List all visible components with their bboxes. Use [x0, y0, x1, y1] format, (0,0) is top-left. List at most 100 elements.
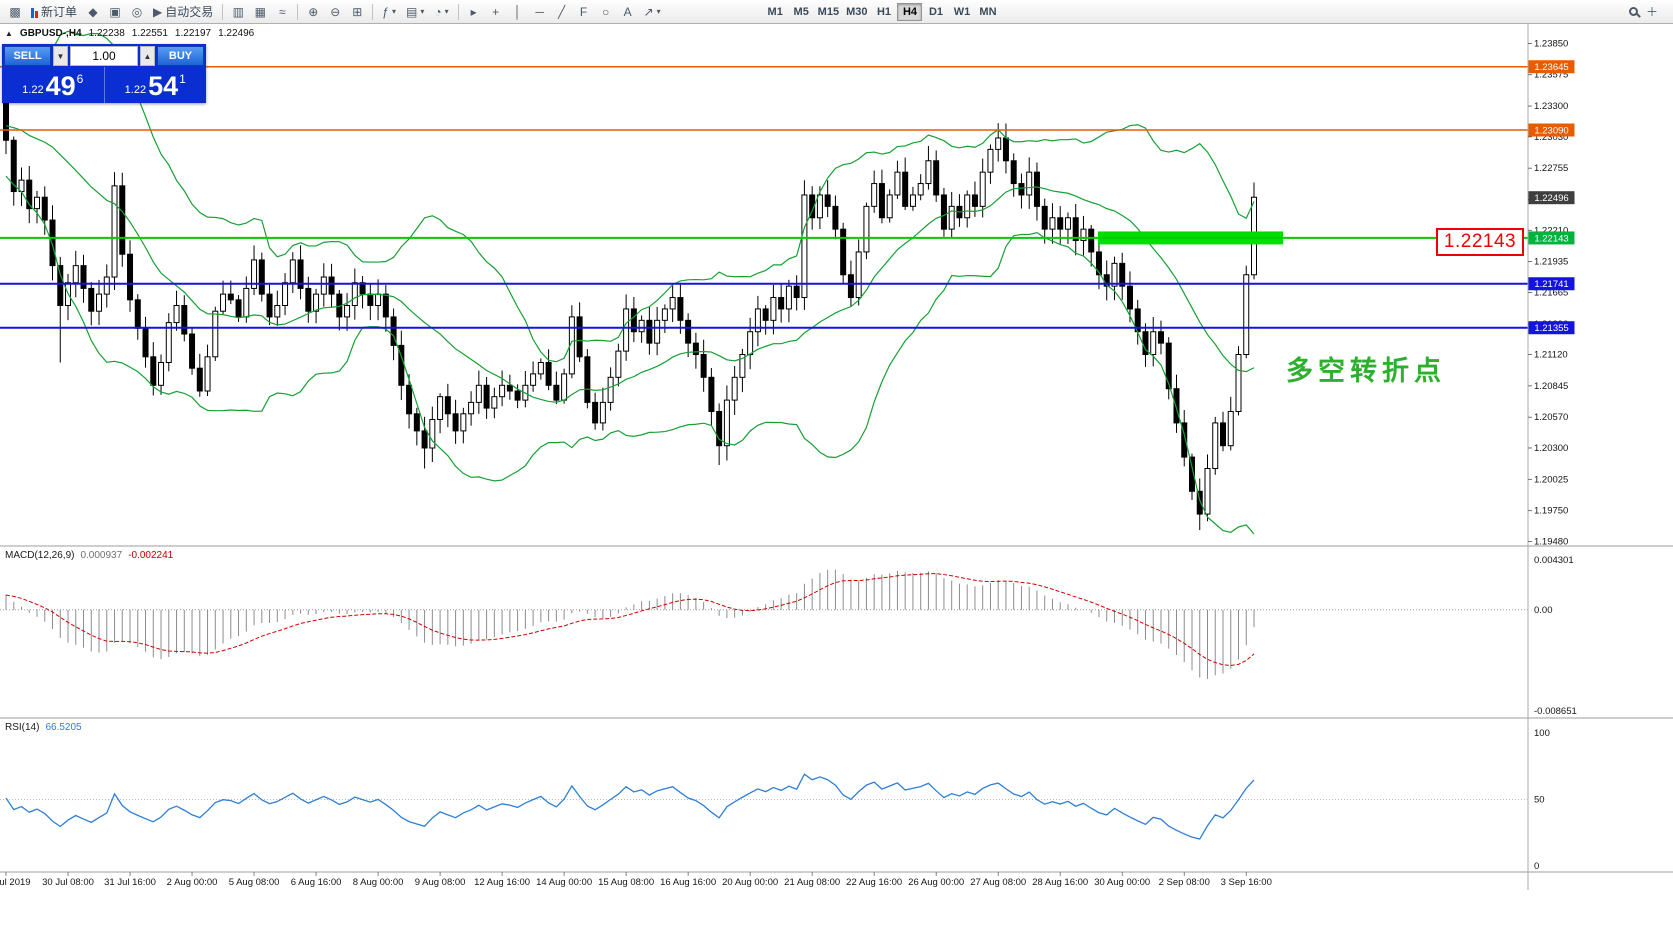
ohlc-open: 1.22238 [88, 28, 125, 39]
price-axis-tag [1528, 60, 1575, 74]
sell-button[interactable]: SELL [4, 46, 51, 66]
candle-body [514, 390, 521, 401]
candle-body [576, 316, 583, 358]
zoom-in-button[interactable]: ⊕ [303, 2, 323, 22]
pointer-plus-icon[interactable]: ＋ [1645, 5, 1658, 19]
bar-chart-button[interactable]: ▥ [228, 2, 248, 22]
candle-body [1126, 285, 1133, 310]
buy-price[interactable]: 1.22 54 1 [105, 67, 207, 103]
zoom-out-button[interactable]: ⊖ [325, 2, 345, 22]
candle-body [731, 376, 738, 401]
shapes-button[interactable]: ○ [596, 2, 616, 22]
candle-body [119, 185, 126, 255]
chart-plot-area[interactable] [0, 24, 1528, 872]
candle-body [204, 356, 211, 392]
new-order-button[interactable]: 新订单 [27, 2, 81, 22]
candle-body [1018, 183, 1025, 196]
candle-body [793, 285, 800, 299]
trendline-button[interactable]: ╱ [552, 2, 572, 22]
time-axis-label: 15 Aug 08:00 [598, 877, 654, 888]
candle-body [685, 319, 692, 344]
timeframe-button-m1[interactable]: M1 [767, 5, 783, 18]
vertical-line-button[interactable]: │ [508, 2, 528, 22]
candle-body [832, 205, 839, 230]
candle-body [855, 251, 862, 299]
candle-body [1088, 228, 1095, 253]
candlestick-chart-icon: ▦ [254, 4, 266, 19]
volume-dropdown-button[interactable]: ▼ [53, 46, 68, 66]
sell-price[interactable]: 1.22 49 6 [2, 67, 105, 103]
time-axis-label: 12 Aug 16:00 [474, 877, 530, 888]
timeframe-button-mn[interactable]: MN [979, 5, 997, 18]
price-axis-tag-label: 1.22143 [1534, 233, 1568, 244]
crosshair-button[interactable]: + [486, 2, 506, 22]
volume-input[interactable]: 1.00 [70, 46, 138, 66]
candle-body [592, 401, 599, 424]
timeframe-button-m15[interactable]: M15 [817, 5, 840, 18]
tile-windows-button[interactable]: ⊞ [347, 2, 367, 22]
rsi-axis-label: 0 [1534, 861, 1539, 872]
candle-body [297, 259, 304, 289]
tile-windows-icon: ⊞ [352, 4, 363, 19]
market-watch-icon: ▣ [109, 4, 121, 19]
candle-body [1111, 262, 1118, 287]
search-icon[interactable] [1628, 7, 1638, 16]
indicators-button[interactable]: ƒ ▾ [378, 2, 400, 22]
candle-body [987, 148, 994, 173]
market-watch-button[interactable]: ▣ [105, 2, 125, 22]
timeframe-button-w1[interactable]: W1 [953, 5, 971, 18]
price-level-text-label[interactable]: 1.22143 [1436, 228, 1524, 256]
chinese-annotation[interactable]: 多空转折点 [1286, 356, 1446, 386]
toolbar-separator [372, 3, 374, 20]
candle-body [824, 194, 831, 207]
profiles-button[interactable]: ◆ [83, 2, 103, 22]
bar-chart-icon: ▥ [232, 4, 244, 19]
cursor-button[interactable]: ▸ [464, 2, 484, 22]
fibonacci-button[interactable]: F [574, 2, 594, 22]
candle-body [902, 171, 909, 207]
timeframe-button-m5[interactable]: M5 [793, 5, 809, 18]
periods-button[interactable]: ◔ ▾ [430, 2, 452, 22]
timeframe-button-m30[interactable]: M30 [846, 5, 868, 18]
price-axis-scale-area[interactable] [1528, 24, 1608, 872]
auto-trading-button[interactable]: ▶ 自动交易 [149, 2, 217, 22]
candle-body [173, 305, 180, 324]
candlestick-chart-button[interactable]: ▦ [250, 2, 270, 22]
arrows-button[interactable]: ↗ ▾ [640, 2, 665, 22]
timeframe-button-h1[interactable]: H1 [876, 5, 892, 18]
volume-increase-button[interactable]: ▲ [140, 46, 155, 66]
crosshair-icon: + [492, 4, 500, 19]
time-axis-label: 6 Aug 16:00 [291, 877, 342, 888]
navigator-button[interactable]: ◎ [127, 2, 147, 22]
candle-body [770, 297, 777, 321]
price-axis-label: 1.20025 [1534, 474, 1568, 485]
timeframe-button-d1[interactable]: D1 [928, 5, 944, 18]
templates-button[interactable]: ▤ ▾ [402, 2, 428, 22]
time-axis-scale-area[interactable] [0, 872, 1528, 890]
price-axis-label: 1.22210 [1534, 225, 1568, 236]
candle-body [630, 308, 637, 333]
price-axis-label: 1.19750 [1534, 506, 1568, 517]
sell-price-sup: 6 [76, 72, 84, 86]
candle-body [483, 384, 490, 409]
time-axis-label: 27 Aug 08:00 [970, 877, 1026, 888]
price-axis-tag [1528, 123, 1575, 137]
new-chart-icon: ▩ [9, 4, 21, 19]
bollinger-middle-band [5, 125, 1255, 403]
candle-body [406, 384, 413, 415]
text-button[interactable]: A [618, 2, 638, 22]
candle-body [429, 418, 436, 449]
buy-price-big: 54 [148, 71, 179, 102]
buy-button[interactable]: BUY [157, 46, 204, 66]
candle-body [212, 310, 219, 358]
line-chart-button[interactable]: ≈ [272, 2, 292, 22]
candle-body [181, 305, 188, 335]
candle-body [103, 276, 110, 295]
horizontal-line-button[interactable]: ─ [530, 2, 550, 22]
macd-signal-line [5, 573, 1255, 667]
new-chart-button[interactable]: ▩ [5, 2, 25, 22]
chart-shift-marker-icon: ▲ [5, 29, 13, 38]
timeframe-button-h4[interactable]: H4 [897, 2, 923, 21]
zoom-out-icon: ⊖ [330, 4, 341, 19]
